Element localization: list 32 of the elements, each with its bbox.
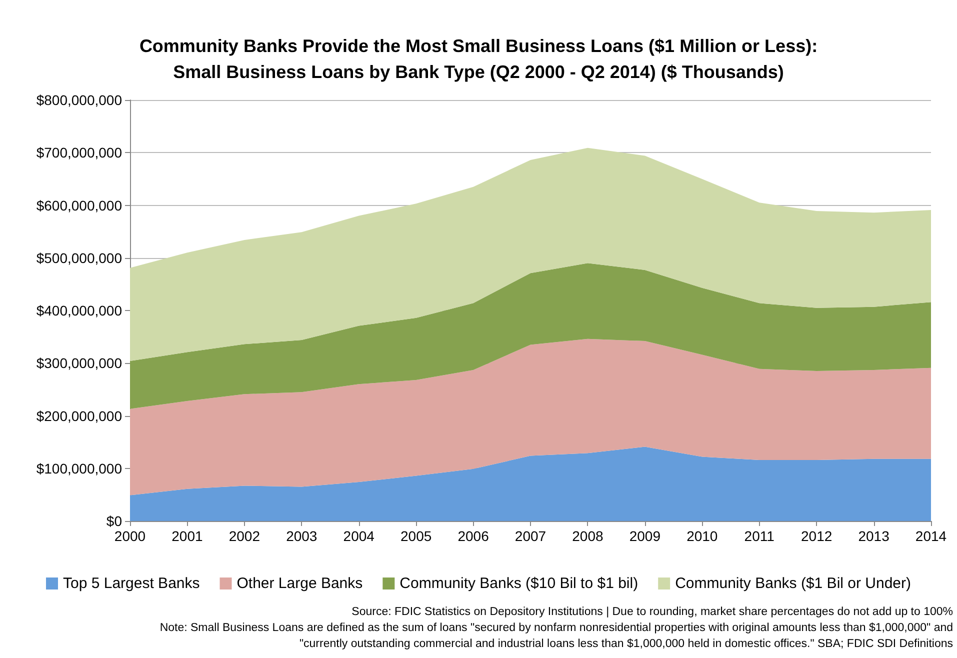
x-tick-label: 2012 (800, 528, 832, 544)
x-tick-label: 2010 (686, 528, 718, 544)
y-tick-label: $600,000,000 (36, 197, 122, 214)
y-tick-label: $700,000,000 (36, 144, 122, 161)
source-note: Source: FDIC Statistics on Depository Institutions | Due to rounding, market share percentages do not add up to 100% (352, 606, 954, 618)
y-tick-label: $300,000,000 (36, 355, 122, 372)
x-tick-label: 2011 (744, 528, 775, 544)
legend-label: Community Banks ($1 Bil or Under) (675, 575, 912, 592)
legend-label: Other Large Banks (236, 575, 363, 592)
x-tick-label: 2006 (458, 528, 490, 544)
y-tick-label: $100,000,000 (36, 460, 122, 476)
y-tick-label: $800,000,000 (36, 92, 122, 108)
y-tick-label: $200,000,000 (36, 408, 122, 424)
x-tick-label: 2000 (114, 528, 146, 544)
text: "currently outstanding commercial and industrial loans less than $1,000,000 held in domestic offices." SBA; FDIC SDI Definitions (299, 638, 954, 650)
chart-title: Community Banks Provide the Most Small Business Loans ($1 Million or Less): Small Business Loans by Bank Type (Q2 2000 - Q2 2014) ($ Thousands) (139, 36, 818, 82)
x-tick-label: 2003 (286, 528, 318, 544)
text: Note: Small Business Loans are defined as the sum of loans "secured by nonfarm nonresidential properties with original amounts less than $1,000,000" and (160, 622, 953, 634)
y-tick-label: $400,000,000 (36, 302, 122, 318)
x-tick-label: 2014 (915, 528, 947, 544)
x-tick-label: 2008 (572, 528, 604, 544)
x-tick-label: 2004 (343, 528, 375, 544)
y-tick-label: $0 (106, 513, 122, 529)
x-tick-label: 2013 (858, 528, 890, 544)
legend-label: Top 5 Largest Banks (63, 575, 200, 592)
x-tick-label: 2009 (629, 528, 661, 544)
x-tick-label: 2001 (172, 528, 203, 544)
x-tick-label: 2002 (228, 528, 260, 544)
legend-label: Community Banks ($10 Bil to $1 bil) (400, 575, 638, 592)
x-tick-label: 2005 (400, 528, 432, 544)
x-tick-label: 2007 (514, 528, 546, 544)
y-tick-label: $500,000,000 (36, 250, 122, 266)
